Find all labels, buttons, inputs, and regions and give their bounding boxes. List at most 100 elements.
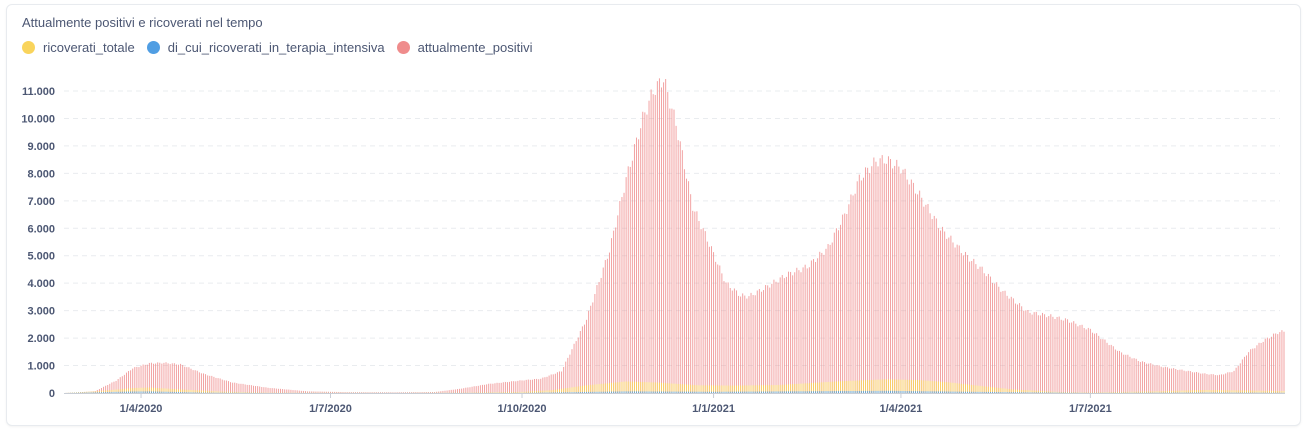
bar-ricoverati_totale[interactable] [727,385,729,393]
bar-ricoverati_totale[interactable] [1139,391,1141,393]
bar-ricoverati_totale[interactable] [994,387,996,393]
bar-attualmente_positivi[interactable] [1069,322,1071,393]
bar-di_cui_ricoverati_in_terapia_intensiva[interactable] [671,391,673,393]
bar-ricoverati_totale[interactable] [1162,391,1164,393]
bar-attualmente_positivi[interactable] [302,390,304,393]
bar-ricoverati_totale[interactable] [563,388,565,393]
bar-attualmente_positivi[interactable] [527,379,529,393]
bar-ricoverati_totale[interactable] [690,384,692,393]
bar-di_cui_ricoverati_in_terapia_intensiva[interactable] [561,392,563,393]
bar-attualmente_positivi[interactable] [415,392,417,393]
bar-ricoverati_totale[interactable] [1173,390,1175,393]
bar-ricoverati_totale[interactable] [496,392,498,393]
bar-ricoverati_totale[interactable] [144,387,146,393]
bar-ricoverati_totale[interactable] [225,391,227,393]
bar-ricoverati_totale[interactable] [107,390,109,393]
bar-attualmente_positivi[interactable] [1158,365,1160,393]
bar-ricoverati_totale[interactable] [531,391,533,393]
bar-di_cui_ricoverati_in_terapia_intensiva[interactable] [790,391,792,393]
bar-ricoverati_totale[interactable] [252,392,254,393]
bar-di_cui_ricoverati_in_terapia_intensiva[interactable] [581,391,583,393]
bar-ricoverati_totale[interactable] [98,390,100,393]
bar-ricoverati_totale[interactable] [981,386,983,393]
bar-di_cui_ricoverati_in_terapia_intensiva[interactable] [758,391,760,393]
bar-ricoverati_totale[interactable] [159,388,161,393]
bar-attualmente_positivi[interactable] [1092,332,1093,393]
bar-attualmente_positivi[interactable] [1206,374,1208,393]
bar-ricoverati_totale[interactable] [715,385,717,393]
bar-attualmente_positivi[interactable] [631,160,633,393]
bar-ricoverati_totale[interactable] [1135,391,1137,393]
bar-ricoverati_totale[interactable] [1064,392,1066,393]
bar-attualmente_positivi[interactable] [1089,328,1091,393]
bar-attualmente_positivi[interactable] [663,82,665,393]
bar-ricoverati_totale[interactable] [200,390,202,393]
bar-attualmente_positivi[interactable] [671,108,673,393]
bar-ricoverati_totale[interactable] [1042,391,1043,393]
bar-ricoverati_totale[interactable] [550,390,552,393]
bar-di_cui_ricoverati_in_terapia_intensiva[interactable] [908,391,910,393]
bar-attualmente_positivi[interactable] [1229,372,1231,393]
bar-di_cui_ricoverati_in_terapia_intensiva[interactable] [606,391,608,393]
bar-attualmente_positivi[interactable] [989,276,991,393]
bar-attualmente_positivi[interactable] [188,367,190,393]
bar-di_cui_ricoverati_in_terapia_intensiva[interactable] [594,391,596,393]
bar-attualmente_positivi[interactable] [448,390,450,393]
bar-di_cui_ricoverati_in_terapia_intensiva[interactable] [588,391,590,393]
bar-ricoverati_totale[interactable] [82,392,84,393]
bar-ricoverati_totale[interactable] [1175,390,1177,393]
bar-ricoverati_totale[interactable] [125,388,127,393]
bar-di_cui_ricoverati_in_terapia_intensiva[interactable] [1027,392,1029,393]
bar-attualmente_positivi[interactable] [492,383,494,393]
bar-attualmente_positivi[interactable] [236,383,238,393]
bar-ricoverati_totale[interactable] [1096,392,1098,393]
bar-ricoverati_totale[interactable] [985,386,987,393]
bar-attualmente_positivi[interactable] [538,379,540,393]
bar-di_cui_ricoverati_in_terapia_intensiva[interactable] [875,390,877,393]
bar-attualmente_positivi[interactable] [723,281,725,393]
bar-ricoverati_totale[interactable] [186,389,188,393]
bar-ricoverati_totale[interactable] [1189,390,1191,393]
bar-ricoverati_totale[interactable] [1281,391,1283,393]
bar-ricoverati_totale[interactable] [109,390,111,393]
bar-di_cui_ricoverati_in_terapia_intensiva[interactable] [642,391,644,393]
bar-attualmente_positivi[interactable] [629,166,631,393]
bar-attualmente_positivi[interactable] [273,388,275,393]
bar-attualmente_positivi[interactable] [829,244,831,393]
bar-attualmente_positivi[interactable] [977,268,979,393]
bar-attualmente_positivi[interactable] [382,392,383,393]
bar-di_cui_ricoverati_in_terapia_intensiva[interactable] [155,391,157,394]
bar-attualmente_positivi[interactable] [171,363,173,393]
bar-di_cui_ricoverati_in_terapia_intensiva[interactable] [150,391,152,393]
bar-ricoverati_totale[interactable] [783,384,785,393]
bar-ricoverati_totale[interactable] [115,389,117,393]
bar-attualmente_positivi[interactable] [457,389,458,393]
bar-di_cui_ricoverati_in_terapia_intensiva[interactable] [173,391,175,393]
bar-attualmente_positivi[interactable] [898,166,900,393]
bar-ricoverati_totale[interactable] [998,387,1000,393]
bar-attualmente_positivi[interactable] [140,365,142,393]
bar-attualmente_positivi[interactable] [846,214,848,393]
bar-attualmente_positivi[interactable] [438,391,440,393]
bar-attualmente_positivi[interactable] [937,228,939,393]
bar-di_cui_ricoverati_in_terapia_intensiva[interactable] [101,392,102,393]
bar-ricoverati_totale[interactable] [1208,390,1210,393]
bar-di_cui_ricoverati_in_terapia_intensiva[interactable] [1006,392,1008,393]
bar-attualmente_positivi[interactable] [927,204,929,393]
bar-ricoverati_totale[interactable] [1073,392,1075,393]
bar-ricoverati_totale[interactable] [1123,391,1125,393]
bar-di_cui_ricoverati_in_terapia_intensiva[interactable] [912,391,914,393]
bar-di_cui_ricoverati_in_terapia_intensiva[interactable] [105,392,107,393]
bar-attualmente_positivi[interactable] [323,391,325,393]
bar-di_cui_ricoverati_in_terapia_intensiva[interactable] [153,391,154,393]
bar-ricoverati_totale[interactable] [1058,391,1060,393]
bar-attualmente_positivi[interactable] [958,245,960,393]
bar-attualmente_positivi[interactable] [883,163,885,393]
bar-ricoverati_totale[interactable] [1268,390,1270,393]
bar-di_cui_ricoverati_in_terapia_intensiva[interactable] [184,392,186,393]
bar-ricoverati_totale[interactable] [973,385,975,393]
bar-attualmente_positivi[interactable] [180,363,182,393]
bar-attualmente_positivi[interactable] [427,392,429,393]
bar-di_cui_ricoverati_in_terapia_intensiva[interactable] [835,391,837,393]
bar-di_cui_ricoverati_in_terapia_intensiva[interactable] [890,390,891,393]
